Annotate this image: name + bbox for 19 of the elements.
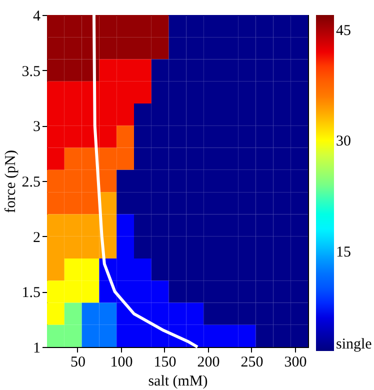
color-bar-label: single (336, 336, 372, 353)
x-tick-label: 150 (154, 354, 176, 370)
y-tick-label: 1.5 (22, 285, 40, 302)
y-tick-label: 3.5 (22, 64, 40, 80)
x-tick-label: 300 (284, 354, 307, 370)
y-tick-label: 2.5 (22, 174, 40, 190)
x-axis-title: salt (mM) (148, 374, 208, 390)
y-axis-title: force (pN) (2, 150, 19, 213)
x-tick-label: 100 (110, 354, 133, 370)
y-tick-label: 3 (33, 119, 40, 136)
x-tick-label: 50 (70, 354, 86, 370)
color-bar-label: 15 (336, 244, 351, 260)
x-tick-label: 200 (197, 354, 220, 370)
x-tick-label: 250 (240, 354, 264, 370)
y-tick-label: 1 (33, 340, 40, 356)
color-bar-label: 45 (336, 22, 351, 39)
color-bar-label: 30 (336, 134, 351, 150)
y-tick-label: 2 (33, 230, 40, 246)
y-tick-label: 4 (33, 8, 41, 24)
